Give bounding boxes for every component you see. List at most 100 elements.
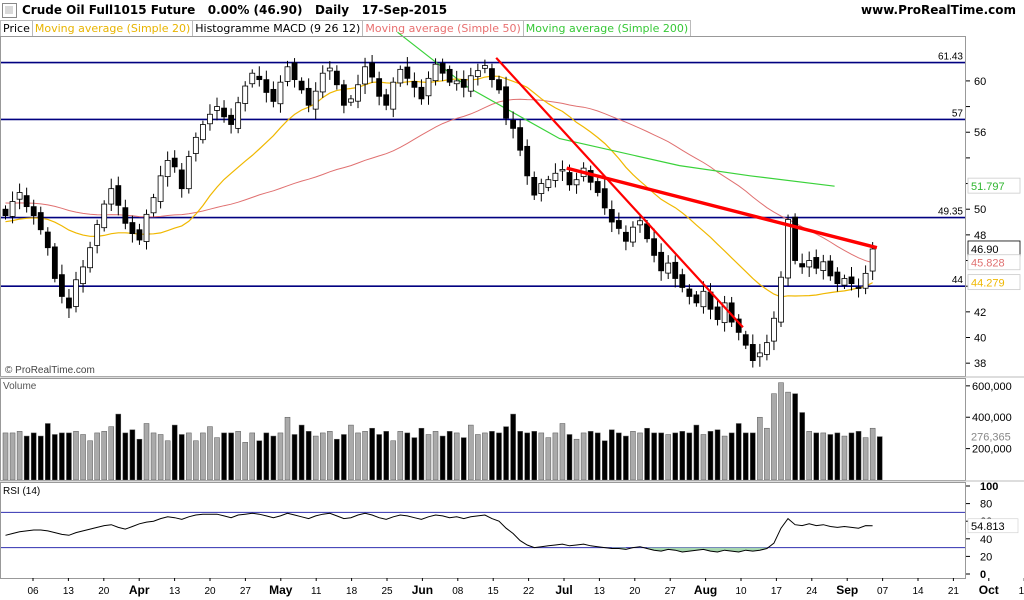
legend-macd[interactable]: Histogramme MACD (9 26 12) xyxy=(192,20,364,37)
candle xyxy=(792,216,798,261)
candle xyxy=(778,276,784,323)
volume-bar xyxy=(461,437,467,481)
candle xyxy=(651,238,657,256)
volume-bar xyxy=(834,432,841,481)
candle xyxy=(799,263,806,268)
volume-bar xyxy=(580,432,587,481)
vol-tick-label: 600,000 xyxy=(972,381,1012,393)
volume-bar xyxy=(157,434,164,481)
x-tick-label: 24 xyxy=(806,586,818,597)
candle xyxy=(312,90,319,110)
volume-bar xyxy=(171,424,178,481)
sma200-line xyxy=(397,31,835,187)
volume-bar xyxy=(235,431,241,481)
volume-bar xyxy=(517,431,523,481)
candle xyxy=(848,276,855,285)
candle xyxy=(700,290,707,308)
volume-bar xyxy=(355,432,361,481)
volume-bar xyxy=(855,431,862,481)
x-tick-label: 22 xyxy=(523,586,535,597)
volume-bar xyxy=(108,426,114,481)
candle xyxy=(44,231,51,249)
volume-bar xyxy=(327,431,333,481)
candle xyxy=(489,68,495,81)
rsi-panel: RSI (14) xyxy=(0,486,966,553)
x-tick-label: 14 xyxy=(912,586,924,597)
candle xyxy=(305,87,312,106)
volume-bar xyxy=(341,434,347,481)
y-tick-label: 42 xyxy=(974,307,986,319)
candle xyxy=(404,66,411,79)
candle xyxy=(749,344,756,362)
volume-bar xyxy=(693,424,700,481)
vol-tick-label: 200,000 xyxy=(972,444,1012,456)
candle xyxy=(756,352,763,358)
candle xyxy=(164,160,171,178)
candle xyxy=(411,81,418,88)
volume-bar xyxy=(757,416,763,481)
volume-bar xyxy=(820,432,827,481)
volume-bar xyxy=(721,435,728,481)
candle xyxy=(693,294,700,304)
volume-bar xyxy=(475,434,481,481)
candle xyxy=(665,262,672,274)
chart-title: Crude Oil Full1015 Future 0.00% (46.90) … xyxy=(22,3,448,17)
volume-bar xyxy=(630,431,636,481)
candle xyxy=(397,68,404,84)
volume-bar xyxy=(876,436,883,481)
x-tick-label: 20 xyxy=(629,586,641,597)
x-tick-label: Oct xyxy=(979,583,999,597)
candle xyxy=(594,181,601,193)
x-tick-label: 18 xyxy=(346,586,358,597)
candle xyxy=(721,302,728,324)
volume-bar xyxy=(531,431,537,481)
volume-bar xyxy=(221,432,227,481)
volume-bar xyxy=(404,432,411,481)
volume-bar xyxy=(672,432,678,481)
candle xyxy=(80,266,86,285)
candle xyxy=(16,192,23,200)
volume-bar xyxy=(446,431,453,481)
volume-bar xyxy=(813,432,819,481)
volume-bar xyxy=(9,432,16,481)
volume-bar xyxy=(538,432,545,481)
volume-bar xyxy=(700,434,707,481)
candle xyxy=(185,156,192,190)
volume-bar xyxy=(714,429,721,481)
x-tick-label: 10 xyxy=(735,586,747,597)
legend-price[interactable]: Price xyxy=(0,20,33,37)
candle xyxy=(418,86,425,100)
candle xyxy=(601,188,608,209)
volume-bar xyxy=(524,432,530,481)
volume-bar xyxy=(249,432,255,481)
trendline-0 xyxy=(495,57,744,328)
candle xyxy=(453,80,460,85)
candle xyxy=(834,271,841,285)
candle xyxy=(390,81,397,110)
volume-bar xyxy=(728,432,735,481)
volume-bar xyxy=(320,432,326,481)
panel-frame xyxy=(0,36,966,377)
x-tick-label: May xyxy=(269,583,293,597)
volume-bar xyxy=(73,431,79,481)
volume-bar xyxy=(510,413,516,481)
volume-bar xyxy=(45,423,51,481)
candle xyxy=(221,107,227,118)
candle xyxy=(573,179,580,186)
volume-bar xyxy=(743,432,749,481)
volume-bar xyxy=(848,432,855,481)
volume-bar xyxy=(101,431,107,481)
volume-bar xyxy=(573,438,580,481)
candle xyxy=(249,72,256,85)
volume-bar xyxy=(644,427,650,481)
candle xyxy=(59,274,65,297)
legend-sma20[interactable]: Moving average (Simple 20) xyxy=(31,20,194,37)
volume-bar xyxy=(545,437,552,481)
candle xyxy=(2,208,9,217)
volume-bar xyxy=(390,440,396,481)
candle xyxy=(263,79,270,93)
candle xyxy=(369,62,376,78)
volume-bar xyxy=(334,438,340,481)
volume-bar xyxy=(489,431,495,481)
